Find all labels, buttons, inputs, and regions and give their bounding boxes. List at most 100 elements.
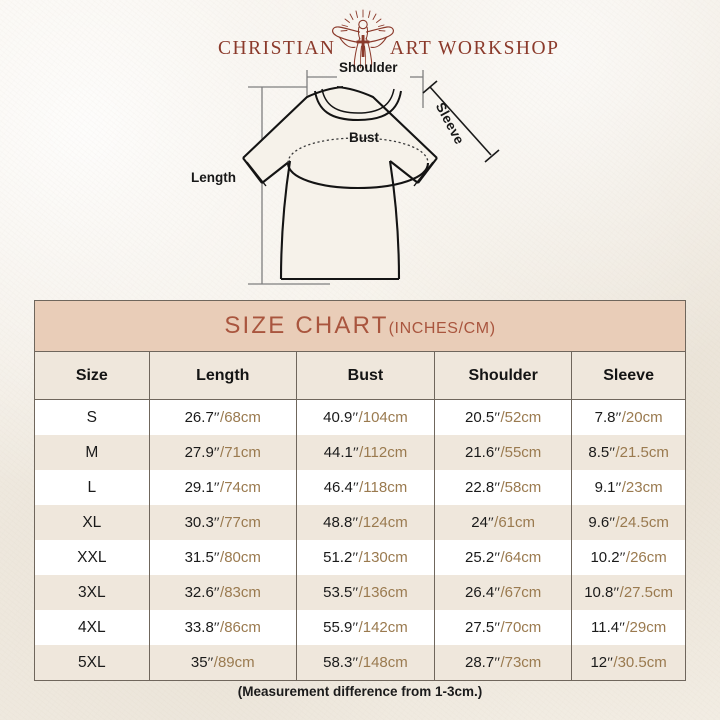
size-chart-title: SIZE CHART(INCHES/CM) — [35, 301, 685, 352]
cell-bust: 53.5″/136cm — [296, 575, 436, 610]
column-header-shoulder: Shoulder — [434, 351, 573, 400]
value-cm: /30.5cm — [613, 653, 667, 671]
value-cm: /23cm — [621, 478, 663, 496]
cell-sleeve: 11.4″/29cm — [571, 610, 685, 645]
value-cm: /29cm — [625, 618, 667, 636]
value-cm: /24.5cm — [615, 513, 669, 531]
cell-size: 3XL — [35, 575, 150, 610]
value-cm: /52cm — [500, 408, 542, 426]
value-inches: 24 — [471, 513, 488, 531]
value-cm: /58cm — [500, 478, 542, 496]
inch-mark: ″ — [352, 409, 359, 426]
inch-mark: ″ — [615, 479, 622, 496]
value-inches: 30.3 — [184, 513, 214, 531]
inch-mark: ″ — [494, 549, 501, 566]
value-cm: /21.5cm — [615, 443, 669, 461]
cell-size: 5XL — [35, 645, 150, 680]
column-header-size: Size — [35, 351, 150, 400]
size-chart-title-row: SIZE CHART(INCHES/CM) — [35, 301, 685, 352]
value-cm: /61cm — [494, 513, 536, 531]
inch-mark: ″ — [494, 654, 501, 671]
value-inches: 46.4 — [323, 478, 353, 496]
value-cm: /104cm — [358, 408, 408, 426]
cell-size: XL — [35, 505, 150, 540]
size-chart-table-container: SIZE CHART(INCHES/CM) Size Length Bust S… — [34, 300, 686, 681]
inch-mark: ″ — [352, 654, 359, 671]
cell-length: 32.6″/83cm — [149, 575, 297, 610]
cell-sleeve: 7.8″/20cm — [571, 399, 685, 435]
cell-size: 4XL — [35, 610, 150, 645]
inch-mark: ″ — [494, 479, 501, 496]
table-row: XL 30.3″/77cm 48.8″/124cm 24″/61cm 9.6″/… — [35, 505, 685, 540]
value-inches: 26.7 — [184, 408, 214, 426]
cell-length: 26.7″/68cm — [149, 399, 297, 435]
inch-mark: ″ — [213, 409, 221, 426]
cell-shoulder: 21.6″/55cm — [434, 435, 573, 470]
cell-sleeve: 12″/30.5cm — [571, 645, 685, 680]
size-chart-title-units: (INCHES/CM) — [388, 320, 496, 337]
value-cm: /130cm — [358, 548, 408, 566]
cell-length: 30.3″/77cm — [149, 505, 297, 540]
inch-mark: ″ — [352, 514, 359, 531]
cell-length: 35″/89cm — [149, 645, 297, 680]
value-inches: 28.7 — [464, 653, 495, 671]
value-inches: 7.8 — [594, 408, 616, 426]
value-cm: /74cm — [220, 478, 261, 496]
value-inches: 10.2 — [590, 548, 620, 566]
table-row: 5XL 35″/89cm 58.3″/148cm 28.7″/73cm 12″/… — [35, 645, 685, 680]
value-cm: /136cm — [358, 583, 408, 601]
risen-christ-cross-icon — [332, 9, 394, 70]
value-inches: 22.8 — [464, 478, 495, 496]
brand-name-right: ART WORKSHOP — [390, 38, 560, 59]
value-inches: 11.4 — [591, 618, 620, 636]
shoulder-dimension-label: Shoulder — [339, 60, 398, 75]
cell-size: M — [35, 435, 150, 470]
value-inches: 51.2 — [323, 548, 353, 566]
value-cm: /118cm — [359, 478, 408, 496]
value-cm: /27.5cm — [619, 583, 674, 601]
cell-sleeve: 10.8″/27.5cm — [571, 575, 685, 610]
cell-shoulder: 24″/61cm — [434, 505, 573, 540]
table-row: XXL 31.5″/80cm 51.2″/130cm 25.2″/64cm 10… — [35, 540, 685, 575]
table-header-row: Size Length Bust Shoulder Sleeve — [35, 351, 685, 400]
cell-bust: 51.2″/130cm — [296, 540, 436, 575]
inch-mark: ″ — [213, 479, 221, 496]
cell-size: L — [35, 470, 150, 505]
value-cm: /67cm — [500, 583, 542, 601]
value-inches: 26.4 — [464, 583, 495, 601]
inch-mark: ″ — [213, 584, 221, 601]
inch-mark: ″ — [619, 549, 626, 566]
inch-mark: ″ — [494, 619, 501, 636]
inch-mark: ″ — [213, 549, 221, 566]
inch-mark: ″ — [352, 549, 359, 566]
cell-size: S — [35, 399, 150, 435]
inch-mark: ″ — [609, 514, 616, 531]
table-row: L 29.1″/74cm 46.4″/118cm 22.8″/58cm 9.1″… — [35, 470, 685, 505]
inch-mark: ″ — [487, 514, 495, 531]
cell-bust: 40.9″/104cm — [296, 399, 436, 435]
value-cm: /142cm — [358, 618, 408, 636]
cell-length: 29.1″/74cm — [149, 470, 297, 505]
table-row: M 27.9″/71cm 44.1″/112cm 21.6″/55cm 8.5″… — [35, 435, 685, 470]
value-inches: 55.9 — [323, 618, 353, 636]
inch-mark: ″ — [213, 514, 221, 531]
cell-bust: 48.8″/124cm — [296, 505, 436, 540]
inch-mark: ″ — [494, 409, 501, 426]
value-cm: /77cm — [220, 513, 261, 531]
column-header-sleeve: Sleeve — [571, 351, 685, 400]
inch-mark: ″ — [352, 444, 360, 461]
value-cm: /70cm — [500, 618, 542, 636]
value-inches: 10.8 — [584, 583, 614, 601]
value-inches: 29.1 — [184, 478, 214, 496]
cell-shoulder: 22.8″/58cm — [434, 470, 573, 505]
inch-mark: ″ — [207, 654, 214, 671]
tshirt-measurement-diagram: Shoulder Bust Length Sleeve — [0, 58, 720, 290]
column-header-length: Length — [149, 351, 297, 400]
value-inches: 20.5 — [464, 408, 495, 426]
value-cm: /71cm — [220, 443, 261, 461]
cell-length: 33.8″/86cm — [149, 610, 297, 645]
value-cm: /148cm — [358, 653, 408, 671]
value-cm: /124cm — [358, 513, 408, 531]
value-inches: 9.1 — [594, 478, 616, 496]
inch-mark: ″ — [609, 444, 616, 461]
